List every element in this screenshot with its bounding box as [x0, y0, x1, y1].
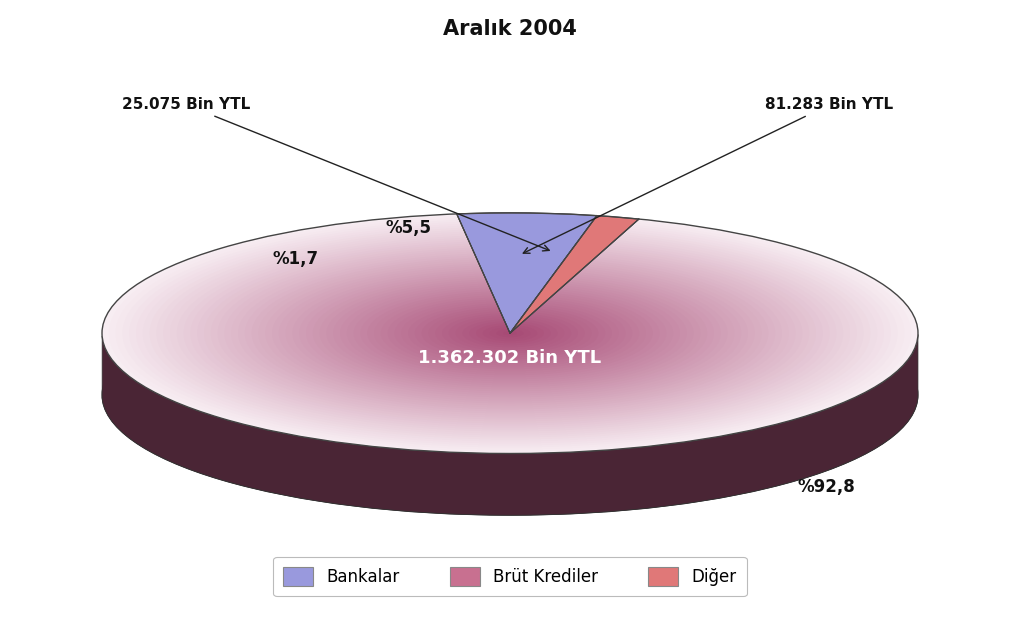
Ellipse shape [258, 259, 761, 407]
Ellipse shape [231, 251, 788, 415]
Ellipse shape [496, 329, 523, 337]
Ellipse shape [339, 283, 680, 383]
Ellipse shape [102, 213, 917, 453]
Ellipse shape [448, 315, 571, 351]
Ellipse shape [306, 273, 713, 394]
Ellipse shape [333, 281, 686, 385]
Ellipse shape [115, 217, 904, 449]
Ellipse shape [408, 303, 611, 363]
Ellipse shape [156, 229, 863, 437]
Ellipse shape [415, 305, 604, 362]
Legend: Bankalar, Brüt Krediler, Diğer: Bankalar, Brüt Krediler, Diğer [273, 557, 746, 596]
Ellipse shape [387, 297, 632, 369]
Ellipse shape [299, 271, 720, 395]
Ellipse shape [367, 291, 652, 375]
Ellipse shape [122, 219, 897, 447]
Ellipse shape [489, 327, 530, 339]
Ellipse shape [326, 279, 693, 387]
Ellipse shape [462, 319, 557, 347]
Ellipse shape [400, 301, 619, 365]
Ellipse shape [191, 239, 828, 428]
Ellipse shape [428, 309, 591, 357]
Ellipse shape [217, 247, 802, 420]
Ellipse shape [136, 223, 883, 444]
Ellipse shape [421, 307, 598, 359]
Ellipse shape [129, 221, 890, 445]
Ellipse shape [394, 299, 625, 367]
Ellipse shape [469, 321, 550, 346]
Ellipse shape [143, 225, 876, 442]
Ellipse shape [455, 317, 564, 349]
Text: Aralık 2004: Aralık 2004 [442, 19, 577, 38]
Ellipse shape [150, 227, 869, 439]
Polygon shape [102, 334, 917, 515]
Ellipse shape [176, 235, 843, 431]
Ellipse shape [211, 245, 808, 421]
Polygon shape [457, 213, 596, 333]
Ellipse shape [237, 253, 782, 413]
Ellipse shape [109, 215, 910, 452]
Ellipse shape [313, 275, 706, 391]
Ellipse shape [252, 257, 767, 410]
Ellipse shape [197, 241, 822, 426]
Text: %5,5: %5,5 [384, 219, 431, 238]
Text: %1,7: %1,7 [272, 250, 319, 268]
Ellipse shape [482, 325, 537, 341]
Text: 81.283 Bin YTL: 81.283 Bin YTL [523, 97, 893, 253]
Ellipse shape [102, 275, 917, 515]
Text: 25.075 Bin YTL: 25.075 Bin YTL [122, 97, 548, 251]
Ellipse shape [245, 255, 774, 412]
Ellipse shape [476, 323, 543, 343]
Ellipse shape [319, 277, 700, 389]
Ellipse shape [170, 233, 849, 433]
Ellipse shape [204, 243, 815, 423]
Text: %92,8: %92,8 [797, 478, 854, 497]
Ellipse shape [380, 295, 639, 371]
Ellipse shape [292, 269, 727, 397]
Ellipse shape [441, 313, 578, 353]
Ellipse shape [272, 263, 747, 404]
Ellipse shape [163, 231, 856, 436]
Ellipse shape [435, 311, 584, 355]
Polygon shape [510, 215, 638, 333]
Ellipse shape [278, 265, 741, 402]
Ellipse shape [374, 293, 645, 373]
Ellipse shape [354, 287, 665, 379]
Ellipse shape [502, 331, 517, 335]
Text: 1.362.302 Bin YTL: 1.362.302 Bin YTL [418, 349, 601, 367]
Ellipse shape [360, 289, 659, 378]
Ellipse shape [346, 285, 673, 381]
Ellipse shape [183, 237, 836, 429]
Ellipse shape [265, 261, 754, 405]
Ellipse shape [224, 249, 795, 417]
Ellipse shape [285, 267, 734, 399]
